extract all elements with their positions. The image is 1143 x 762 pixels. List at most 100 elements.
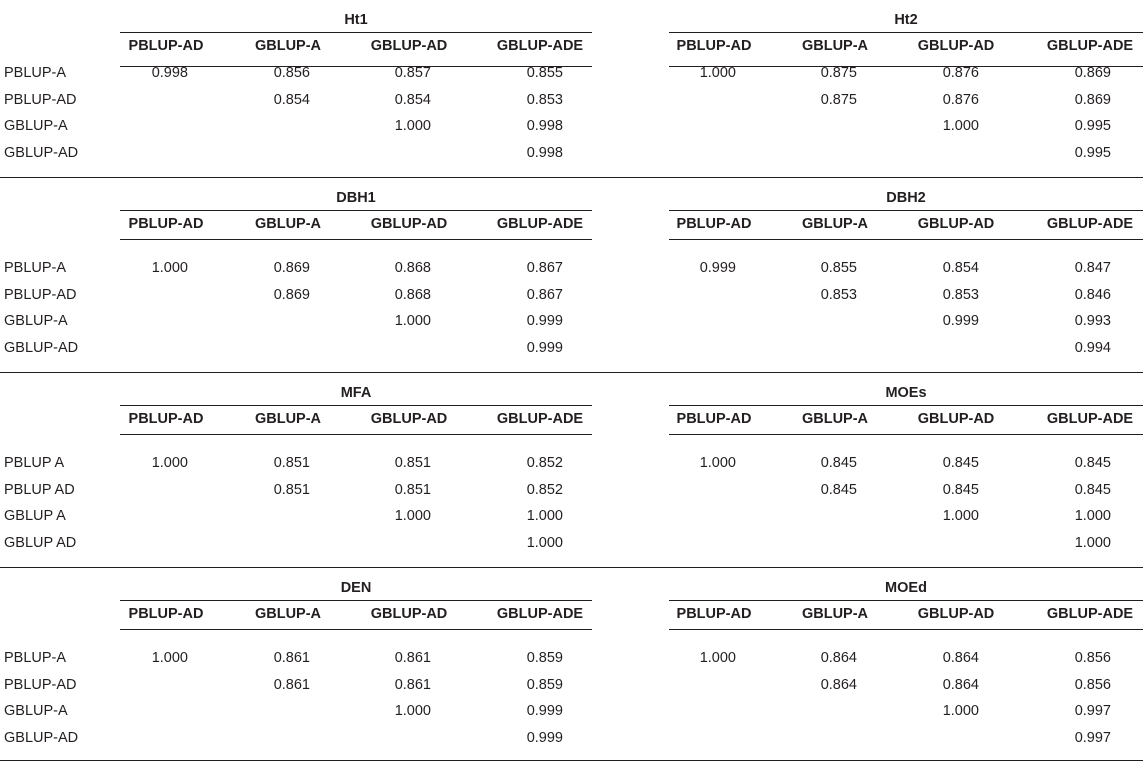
cell-value: 0.861 <box>394 650 431 666</box>
cell-value: 0.997 <box>1074 703 1111 719</box>
cell-value: 0.864 <box>942 677 979 693</box>
cell-value: 0.845 <box>1074 455 1111 471</box>
cell-value: 0.875 <box>820 65 857 81</box>
cell-value: 0.999 <box>526 730 563 746</box>
cell-value: 1.000 <box>394 508 431 524</box>
row-label: GBLUP-A <box>4 703 68 719</box>
cell-value: 0.857 <box>394 65 431 81</box>
column-header: GBLUP-AD <box>917 606 995 622</box>
trait-title-ht1: Ht1 <box>344 12 368 28</box>
column-header: GBLUP-AD <box>370 216 448 232</box>
cell-value: 0.869 <box>273 260 310 276</box>
cell-value: 0.875 <box>820 92 857 108</box>
column-header: GBLUP-ADE <box>1046 216 1134 232</box>
header-rule <box>669 239 1143 240</box>
header-rule <box>120 239 592 240</box>
column-header: PBLUP-AD <box>128 38 204 54</box>
trait-title-moes: MOEs <box>885 385 927 401</box>
trait-title-den: DEN <box>340 580 372 596</box>
cell-value: 1.000 <box>1074 535 1111 551</box>
cell-value: 0.845 <box>820 482 857 498</box>
cell-value: 1.000 <box>942 508 979 524</box>
cell-value: 0.859 <box>526 650 563 666</box>
header-rule <box>120 629 592 630</box>
row-label: PBLUP AD <box>4 482 75 498</box>
block-separator <box>0 567 1143 568</box>
cell-value: 1.000 <box>394 703 431 719</box>
cell-value: 1.000 <box>394 118 431 134</box>
cell-value: 0.868 <box>394 287 431 303</box>
trait-title-dbh1: DBH1 <box>336 190 376 206</box>
cell-value: 0.853 <box>942 287 979 303</box>
cell-value: 0.999 <box>526 703 563 719</box>
column-header: GBLUP-ADE <box>1046 411 1134 427</box>
cell-value: 0.993 <box>1074 313 1111 329</box>
cell-value: 0.869 <box>1074 65 1111 81</box>
cell-value: 0.856 <box>1074 677 1111 693</box>
row-label: GBLUP-AD <box>4 340 79 356</box>
row-label: GBLUP-AD <box>4 730 79 746</box>
cell-value: 0.868 <box>394 260 431 276</box>
cell-value: 0.845 <box>942 482 979 498</box>
header-rule <box>120 434 592 435</box>
column-header: PBLUP-AD <box>676 411 752 427</box>
trait-title-moed: MOEd <box>885 580 927 596</box>
row-label: GBLUP A <box>4 508 66 524</box>
block-separator <box>0 177 1143 178</box>
cell-value: 0.846 <box>1074 287 1111 303</box>
cell-value: 0.855 <box>526 65 563 81</box>
row-label: PBLUP-AD <box>4 92 77 108</box>
column-header: PBLUP-AD <box>676 216 752 232</box>
row-label: GBLUP-AD <box>4 145 79 161</box>
title-rule <box>669 210 1143 211</box>
column-header: GBLUP-ADE <box>1046 38 1134 54</box>
column-header: GBLUP-A <box>801 411 869 427</box>
cell-value: 0.854 <box>394 92 431 108</box>
column-header: GBLUP-AD <box>370 38 448 54</box>
cell-value: 0.869 <box>273 287 310 303</box>
cell-value: 0.997 <box>1074 730 1111 746</box>
column-header: PBLUP-AD <box>676 606 752 622</box>
cell-value: 0.847 <box>1074 260 1111 276</box>
title-rule <box>120 405 592 406</box>
header-rule <box>120 66 592 67</box>
title-rule <box>669 405 1143 406</box>
column-header: GBLUP-AD <box>917 38 995 54</box>
cell-value: 0.852 <box>526 455 563 471</box>
column-header: GBLUP-ADE <box>496 606 584 622</box>
row-label: GBLUP-A <box>4 313 68 329</box>
cell-value: 0.851 <box>273 482 310 498</box>
title-rule <box>120 600 592 601</box>
cell-value: 0.855 <box>820 260 857 276</box>
cell-value: 1.000 <box>942 118 979 134</box>
cell-value: 0.851 <box>273 455 310 471</box>
row-label: PBLUP A <box>4 455 65 471</box>
cell-value: 0.852 <box>526 482 563 498</box>
block-separator <box>0 760 1143 761</box>
cell-value: 1.000 <box>151 650 188 666</box>
cell-value: 0.845 <box>820 455 857 471</box>
column-header: GBLUP-AD <box>917 216 995 232</box>
column-header: GBLUP-ADE <box>1046 606 1134 622</box>
cell-value: 0.995 <box>1074 145 1111 161</box>
cell-value: 0.859 <box>526 677 563 693</box>
cell-value: 1.000 <box>699 455 736 471</box>
column-header: PBLUP-AD <box>676 38 752 54</box>
column-header: GBLUP-AD <box>370 606 448 622</box>
cell-value: 1.000 <box>394 313 431 329</box>
cell-value: 0.869 <box>1074 92 1111 108</box>
cell-value: 1.000 <box>151 455 188 471</box>
column-header: GBLUP-A <box>254 411 322 427</box>
cell-value: 0.856 <box>1074 650 1111 666</box>
cell-value: 0.861 <box>394 677 431 693</box>
cell-value: 0.876 <box>942 65 979 81</box>
title-rule <box>120 32 592 33</box>
cell-value: 0.998 <box>151 65 188 81</box>
cell-value: 0.998 <box>526 145 563 161</box>
row-label: PBLUP-AD <box>4 677 77 693</box>
cell-value: 0.853 <box>820 287 857 303</box>
cell-value: 0.851 <box>394 455 431 471</box>
cell-value: 0.864 <box>820 650 857 666</box>
title-rule <box>669 32 1143 33</box>
cell-value: 1.000 <box>942 703 979 719</box>
